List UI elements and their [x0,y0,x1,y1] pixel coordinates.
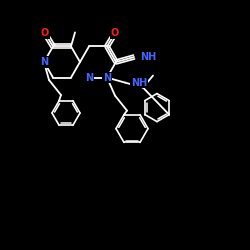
Text: N: N [85,72,93,83]
Text: NH: NH [140,52,156,62]
Text: O: O [111,28,119,38]
Text: N: N [103,72,111,83]
Text: O: O [41,28,49,38]
Text: N: N [40,57,48,67]
Text: NH: NH [131,78,147,88]
